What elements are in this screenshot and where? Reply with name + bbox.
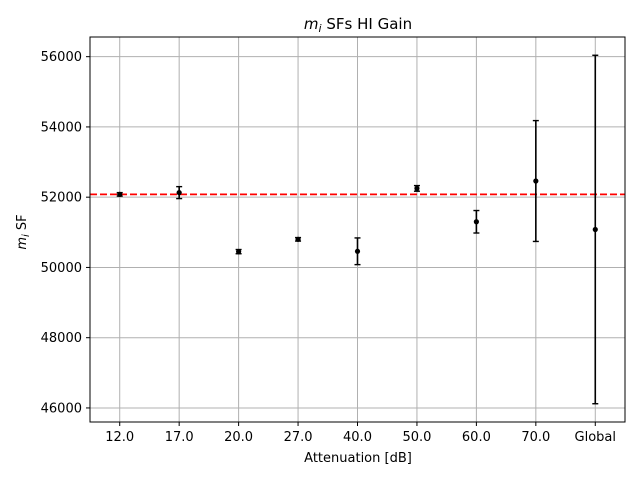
y-tick-label: 50000 xyxy=(41,261,82,276)
x-tick-label: 40.0 xyxy=(343,430,372,445)
y-tick-label: 54000 xyxy=(41,120,82,135)
x-tick-label: 50.0 xyxy=(402,430,431,445)
data-point xyxy=(176,190,182,196)
x-tick-label: 17.0 xyxy=(165,430,194,445)
x-tick-label: 27.0 xyxy=(284,430,313,445)
ylabel-var: m xyxy=(15,237,30,250)
y-axis-label: mi SF xyxy=(15,214,32,249)
data-point xyxy=(236,249,242,255)
chart-title: mi SFs HI Gain xyxy=(304,15,412,35)
x-axis-label: Attenuation [dB] xyxy=(304,451,412,466)
data-point xyxy=(117,191,123,197)
x-tick-label: Global xyxy=(575,430,616,445)
x-tick-label: 12.0 xyxy=(105,430,134,445)
grid-layer xyxy=(90,37,625,422)
ticks-layer: 12.0 17.0 20.0 27.0 40.0 50.0 60.0 70.0 Global 46… xyxy=(41,50,616,445)
x-tick-label: 70.0 xyxy=(521,430,550,445)
marks-layer xyxy=(116,54,599,405)
y-tick-label: 48000 xyxy=(41,331,82,346)
y-tick-label: 56000 xyxy=(41,50,82,65)
data-point xyxy=(473,219,479,225)
title-var: m xyxy=(304,15,319,33)
title-rest: SFs HI Gain xyxy=(322,15,412,33)
data-point xyxy=(295,236,301,242)
data-point xyxy=(354,248,361,254)
ylabel-sub: i xyxy=(21,234,32,237)
y-tick-label: 46000 xyxy=(41,401,82,416)
ylabel-rest: SF xyxy=(15,214,30,234)
x-tick-label: 20.0 xyxy=(224,430,253,445)
x-tick-label: 60.0 xyxy=(462,430,491,445)
title-sub: i xyxy=(319,22,322,35)
y-tick-label: 52000 xyxy=(41,191,82,206)
data-point xyxy=(592,226,598,233)
data-point xyxy=(414,185,420,192)
data-point xyxy=(533,178,539,184)
